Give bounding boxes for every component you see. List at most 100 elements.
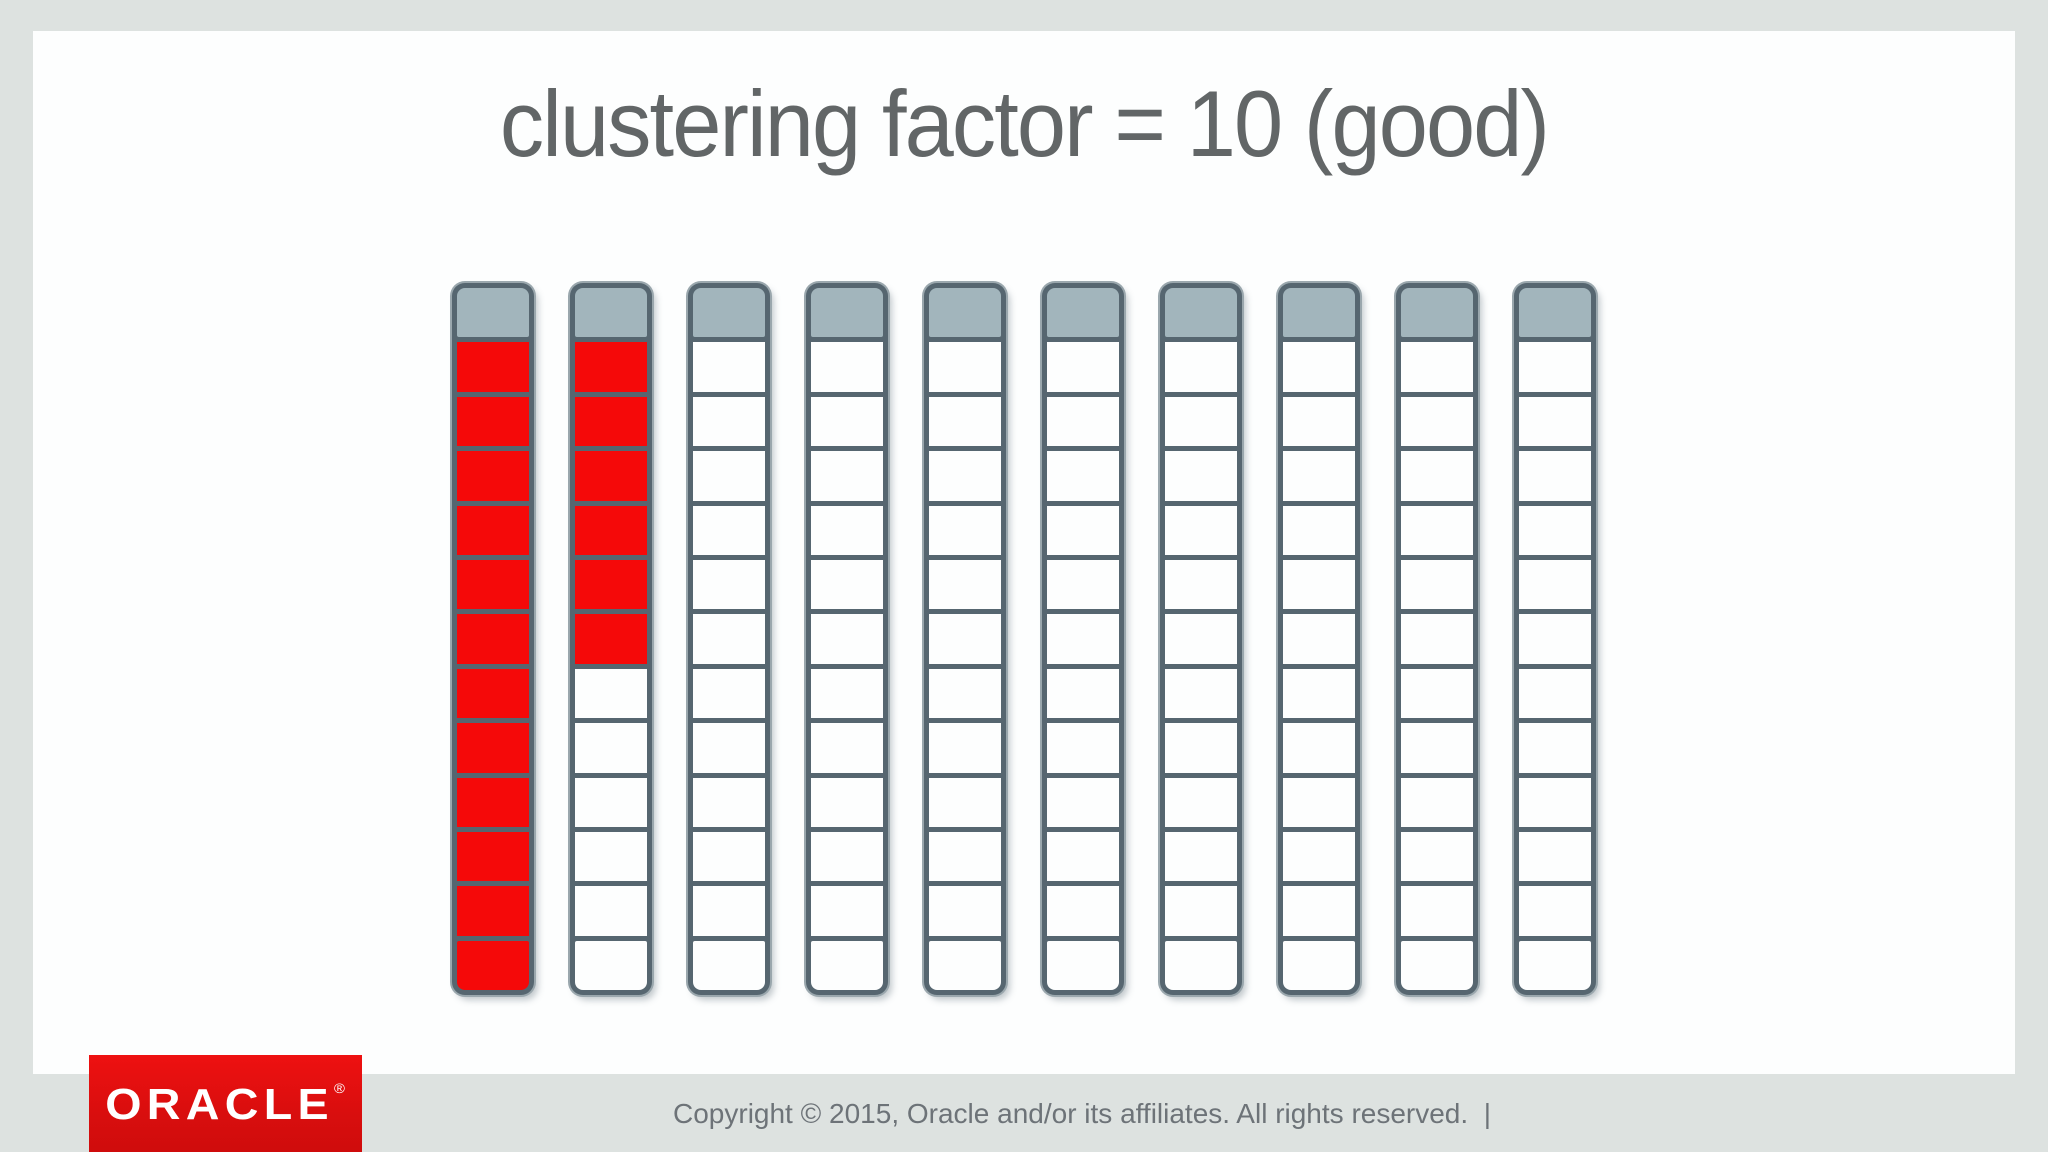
block-cell-empty — [1283, 451, 1355, 501]
block-cell-empty — [1283, 777, 1355, 827]
block-cell-empty — [693, 940, 765, 991]
block-cell-empty — [1165, 396, 1237, 447]
block-cell-empty — [1047, 342, 1119, 392]
block-cell-empty — [1283, 940, 1355, 991]
block-cell-empty — [1047, 505, 1119, 555]
block-cell-empty — [1401, 777, 1473, 827]
block-cell-empty — [1401, 342, 1473, 392]
block-cell-empty — [1047, 723, 1119, 773]
block-header-cell — [1401, 288, 1473, 338]
block-cell-empty — [1519, 342, 1591, 392]
block-cell-filled — [457, 940, 529, 991]
block-cell-empty — [575, 940, 647, 991]
block-cell-empty — [1401, 559, 1473, 610]
block-cell-empty — [693, 668, 765, 719]
block-cell-empty — [1401, 396, 1473, 447]
block-cell-empty — [811, 940, 883, 991]
block-column-7 — [1160, 283, 1242, 995]
block-cell-empty — [811, 505, 883, 555]
block-cell-filled — [575, 559, 647, 610]
block-cell-empty — [1047, 451, 1119, 501]
block-cell-empty — [1283, 886, 1355, 936]
block-header-cell — [693, 288, 765, 338]
block-cell-empty — [693, 396, 765, 447]
block-cell-empty — [693, 831, 765, 882]
block-cell-empty — [1519, 505, 1591, 555]
block-cell-empty — [929, 831, 1001, 882]
block-cell-empty — [1401, 723, 1473, 773]
block-cell-empty — [1165, 777, 1237, 827]
block-cell-empty — [1519, 723, 1591, 773]
block-cell-empty — [1165, 559, 1237, 610]
block-cell-empty — [1047, 940, 1119, 991]
page-title: clustering factor = 10 (good) — [499, 71, 1550, 176]
block-cell-empty — [1165, 831, 1237, 882]
block-cell-empty — [693, 723, 765, 773]
block-cell-empty — [693, 451, 765, 501]
block-cell-filled — [575, 451, 647, 501]
block-cell-empty — [1519, 614, 1591, 664]
block-cell-empty — [929, 777, 1001, 827]
block-cell-filled — [457, 777, 529, 827]
block-header-cell — [1165, 288, 1237, 338]
block-cell-filled — [457, 396, 529, 447]
block-column-1 — [452, 283, 534, 995]
block-cell-empty — [1047, 831, 1119, 882]
block-header-cell — [575, 288, 647, 338]
block-cell-empty — [693, 777, 765, 827]
block-cell-filled — [457, 723, 529, 773]
block-cell-empty — [1283, 831, 1355, 882]
block-cell-filled — [575, 396, 647, 447]
block-cell-empty — [811, 777, 883, 827]
block-header-cell — [1519, 288, 1591, 338]
block-cell-empty — [693, 505, 765, 555]
block-cell-empty — [1519, 668, 1591, 719]
block-cell-empty — [1283, 505, 1355, 555]
block-column-8 — [1278, 283, 1360, 995]
block-cell-empty — [575, 886, 647, 936]
block-cell-empty — [1519, 451, 1591, 501]
block-header-cell — [929, 288, 1001, 338]
block-column-6 — [1042, 283, 1124, 995]
block-cell-filled — [457, 614, 529, 664]
block-cell-empty — [1165, 614, 1237, 664]
oracle-logo-text: ORACLE® — [105, 1079, 346, 1129]
block-column-10 — [1514, 283, 1596, 995]
block-cell-empty — [1165, 505, 1237, 555]
block-cell-empty — [1283, 396, 1355, 447]
block-cell-empty — [929, 505, 1001, 555]
block-cell-empty — [1165, 451, 1237, 501]
block-cell-empty — [693, 559, 765, 610]
block-cell-empty — [811, 451, 883, 501]
block-header-cell — [811, 288, 883, 338]
block-cell-empty — [929, 559, 1001, 610]
block-column-3 — [688, 283, 770, 995]
block-cell-empty — [1283, 668, 1355, 719]
block-cell-empty — [1047, 614, 1119, 664]
block-cell-empty — [811, 396, 883, 447]
block-header-cell — [1047, 288, 1119, 338]
block-cell-empty — [1047, 777, 1119, 827]
block-cell-empty — [1401, 614, 1473, 664]
block-cell-empty — [1519, 940, 1591, 991]
block-cell-empty — [811, 831, 883, 882]
block-cell-empty — [1401, 886, 1473, 936]
block-cell-empty — [1283, 559, 1355, 610]
block-cell-filled — [457, 831, 529, 882]
block-cell-empty — [1047, 668, 1119, 719]
block-cell-empty — [929, 886, 1001, 936]
copyright-text: Copyright © 2015, Oracle and/or its affi… — [673, 1098, 1491, 1129]
block-cell-empty — [929, 668, 1001, 719]
block-cell-empty — [929, 451, 1001, 501]
block-cell-empty — [693, 614, 765, 664]
block-cell-empty — [1165, 668, 1237, 719]
block-cell-empty — [1165, 940, 1237, 991]
block-cell-filled — [575, 342, 647, 392]
block-column-2 — [570, 283, 652, 995]
block-cell-filled — [457, 559, 529, 610]
block-cell-filled — [457, 886, 529, 936]
block-cell-filled — [457, 668, 529, 719]
block-cell-empty — [693, 342, 765, 392]
block-header-cell — [457, 288, 529, 338]
